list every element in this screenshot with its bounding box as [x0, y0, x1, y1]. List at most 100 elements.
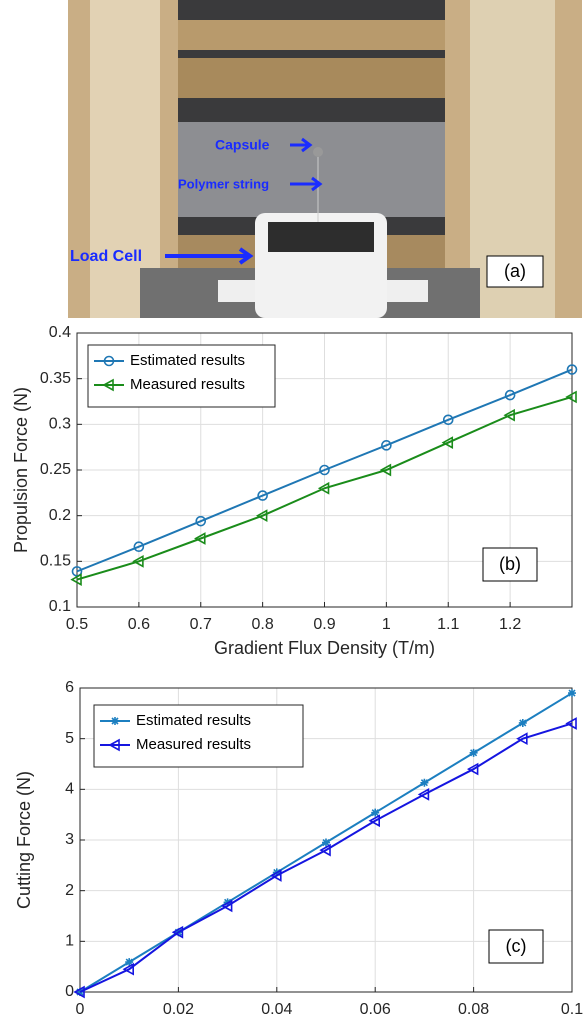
marker — [71, 566, 83, 577]
y-tick-label: 1 — [65, 933, 74, 950]
marker — [442, 414, 454, 426]
panel-label: (c) — [506, 936, 527, 956]
x-tick-label: 1.2 — [499, 616, 521, 633]
marker — [518, 718, 527, 727]
y-tick-label: 0.4 — [49, 324, 71, 341]
marker — [125, 958, 134, 967]
x-tick-label: 0.5 — [66, 616, 88, 633]
load-cell-panel — [268, 222, 374, 252]
marker — [368, 814, 380, 828]
marker — [565, 717, 577, 730]
series-line — [76, 395, 573, 581]
marker — [194, 532, 206, 545]
series-line — [76, 368, 573, 573]
panel-label-box — [486, 255, 544, 288]
legend-label: Measured results — [130, 376, 245, 393]
photo: Capsule Polymer string Load Cell (a) — [68, 0, 582, 318]
x-tick-label: 0.04 — [261, 1001, 292, 1018]
x-tick-label: 0.7 — [190, 616, 212, 633]
marker — [270, 869, 282, 882]
marker — [70, 573, 82, 586]
y-tick-label: 0.25 — [40, 461, 71, 478]
y-tick-label: 6 — [65, 679, 74, 696]
marker — [379, 463, 392, 477]
capsule — [313, 147, 323, 157]
axes-box — [79, 687, 573, 993]
legend-box — [93, 704, 304, 768]
marker — [122, 962, 134, 976]
panel-label-box — [482, 547, 538, 582]
legend-label: Estimated results — [130, 352, 245, 369]
marker — [319, 843, 331, 857]
y-tick-label: 4 — [65, 781, 74, 798]
legend-label: Measured results — [136, 736, 251, 753]
series-line — [79, 722, 573, 993]
y-tick-label: 0 — [65, 983, 74, 1000]
arrow — [165, 247, 254, 265]
marker — [255, 509, 268, 523]
marker — [317, 481, 330, 495]
marker — [73, 985, 85, 999]
shelf — [178, 122, 445, 217]
x-tick-label: 0.08 — [458, 1001, 489, 1018]
panel-label: (b) — [499, 554, 521, 574]
marker — [171, 925, 184, 939]
marker — [469, 748, 478, 757]
panel-label-box — [488, 929, 544, 964]
y-axis-title: Propulsion Force (N) — [11, 387, 31, 553]
x-tick-label: 0.9 — [313, 616, 335, 633]
y-tick-label: 0.35 — [40, 370, 71, 387]
arrow — [290, 137, 313, 153]
marker — [466, 762, 479, 776]
marker — [133, 541, 145, 553]
axes-box — [76, 332, 573, 608]
y-tick-label: 0.1 — [49, 598, 71, 615]
arrow — [290, 176, 323, 192]
annotation: Capsule — [215, 137, 270, 153]
x-axis-title: Gradient Flux Density (T/m) — [214, 638, 435, 658]
y-tick-label: 0.3 — [49, 416, 71, 433]
marker — [568, 689, 576, 698]
marker — [504, 389, 516, 401]
marker — [441, 436, 454, 449]
legend-marker — [103, 355, 115, 367]
marker — [319, 464, 330, 476]
marker — [132, 554, 144, 568]
legend-marker — [102, 378, 114, 392]
marker — [371, 808, 380, 817]
legend-label: Estimated results — [136, 712, 251, 729]
x-tick-label: 0.1 — [561, 1001, 583, 1018]
y-tick-label: 2 — [65, 882, 74, 899]
marker — [417, 788, 430, 801]
coil-left-face — [90, 0, 160, 318]
legend-box — [87, 344, 276, 408]
marker — [503, 408, 515, 422]
x-tick-label: 0.8 — [252, 616, 274, 633]
y-tick-label: 3 — [65, 831, 74, 848]
annotation: Polymer string — [178, 176, 269, 191]
x-tick-label: 0.02 — [163, 1001, 194, 1018]
y-tick-label: 0.15 — [40, 553, 71, 570]
marker — [565, 390, 577, 404]
x-axis-title: Uniform Flux Density (T) — [228, 1023, 423, 1025]
coil-mid — [178, 58, 445, 98]
marker — [257, 490, 268, 501]
marker — [420, 778, 429, 787]
marker — [322, 838, 330, 847]
legend-marker — [111, 717, 119, 725]
marker — [566, 364, 578, 375]
panel-label: (a) — [504, 261, 526, 281]
marker — [381, 440, 392, 451]
marker — [516, 732, 528, 746]
y-axis-title: Cutting Force (N) — [14, 771, 34, 909]
y-tick-label: 5 — [65, 730, 74, 747]
x-tick-label: 1 — [382, 616, 391, 633]
annotation: Load Cell — [70, 248, 142, 265]
coil-top — [178, 20, 445, 50]
marker — [195, 515, 207, 527]
legend-marker — [108, 738, 120, 752]
x-tick-label: 0.06 — [360, 1001, 391, 1018]
x-tick-label: 0 — [76, 1001, 85, 1018]
marker — [220, 899, 233, 913]
x-tick-label: 0.6 — [128, 616, 150, 633]
